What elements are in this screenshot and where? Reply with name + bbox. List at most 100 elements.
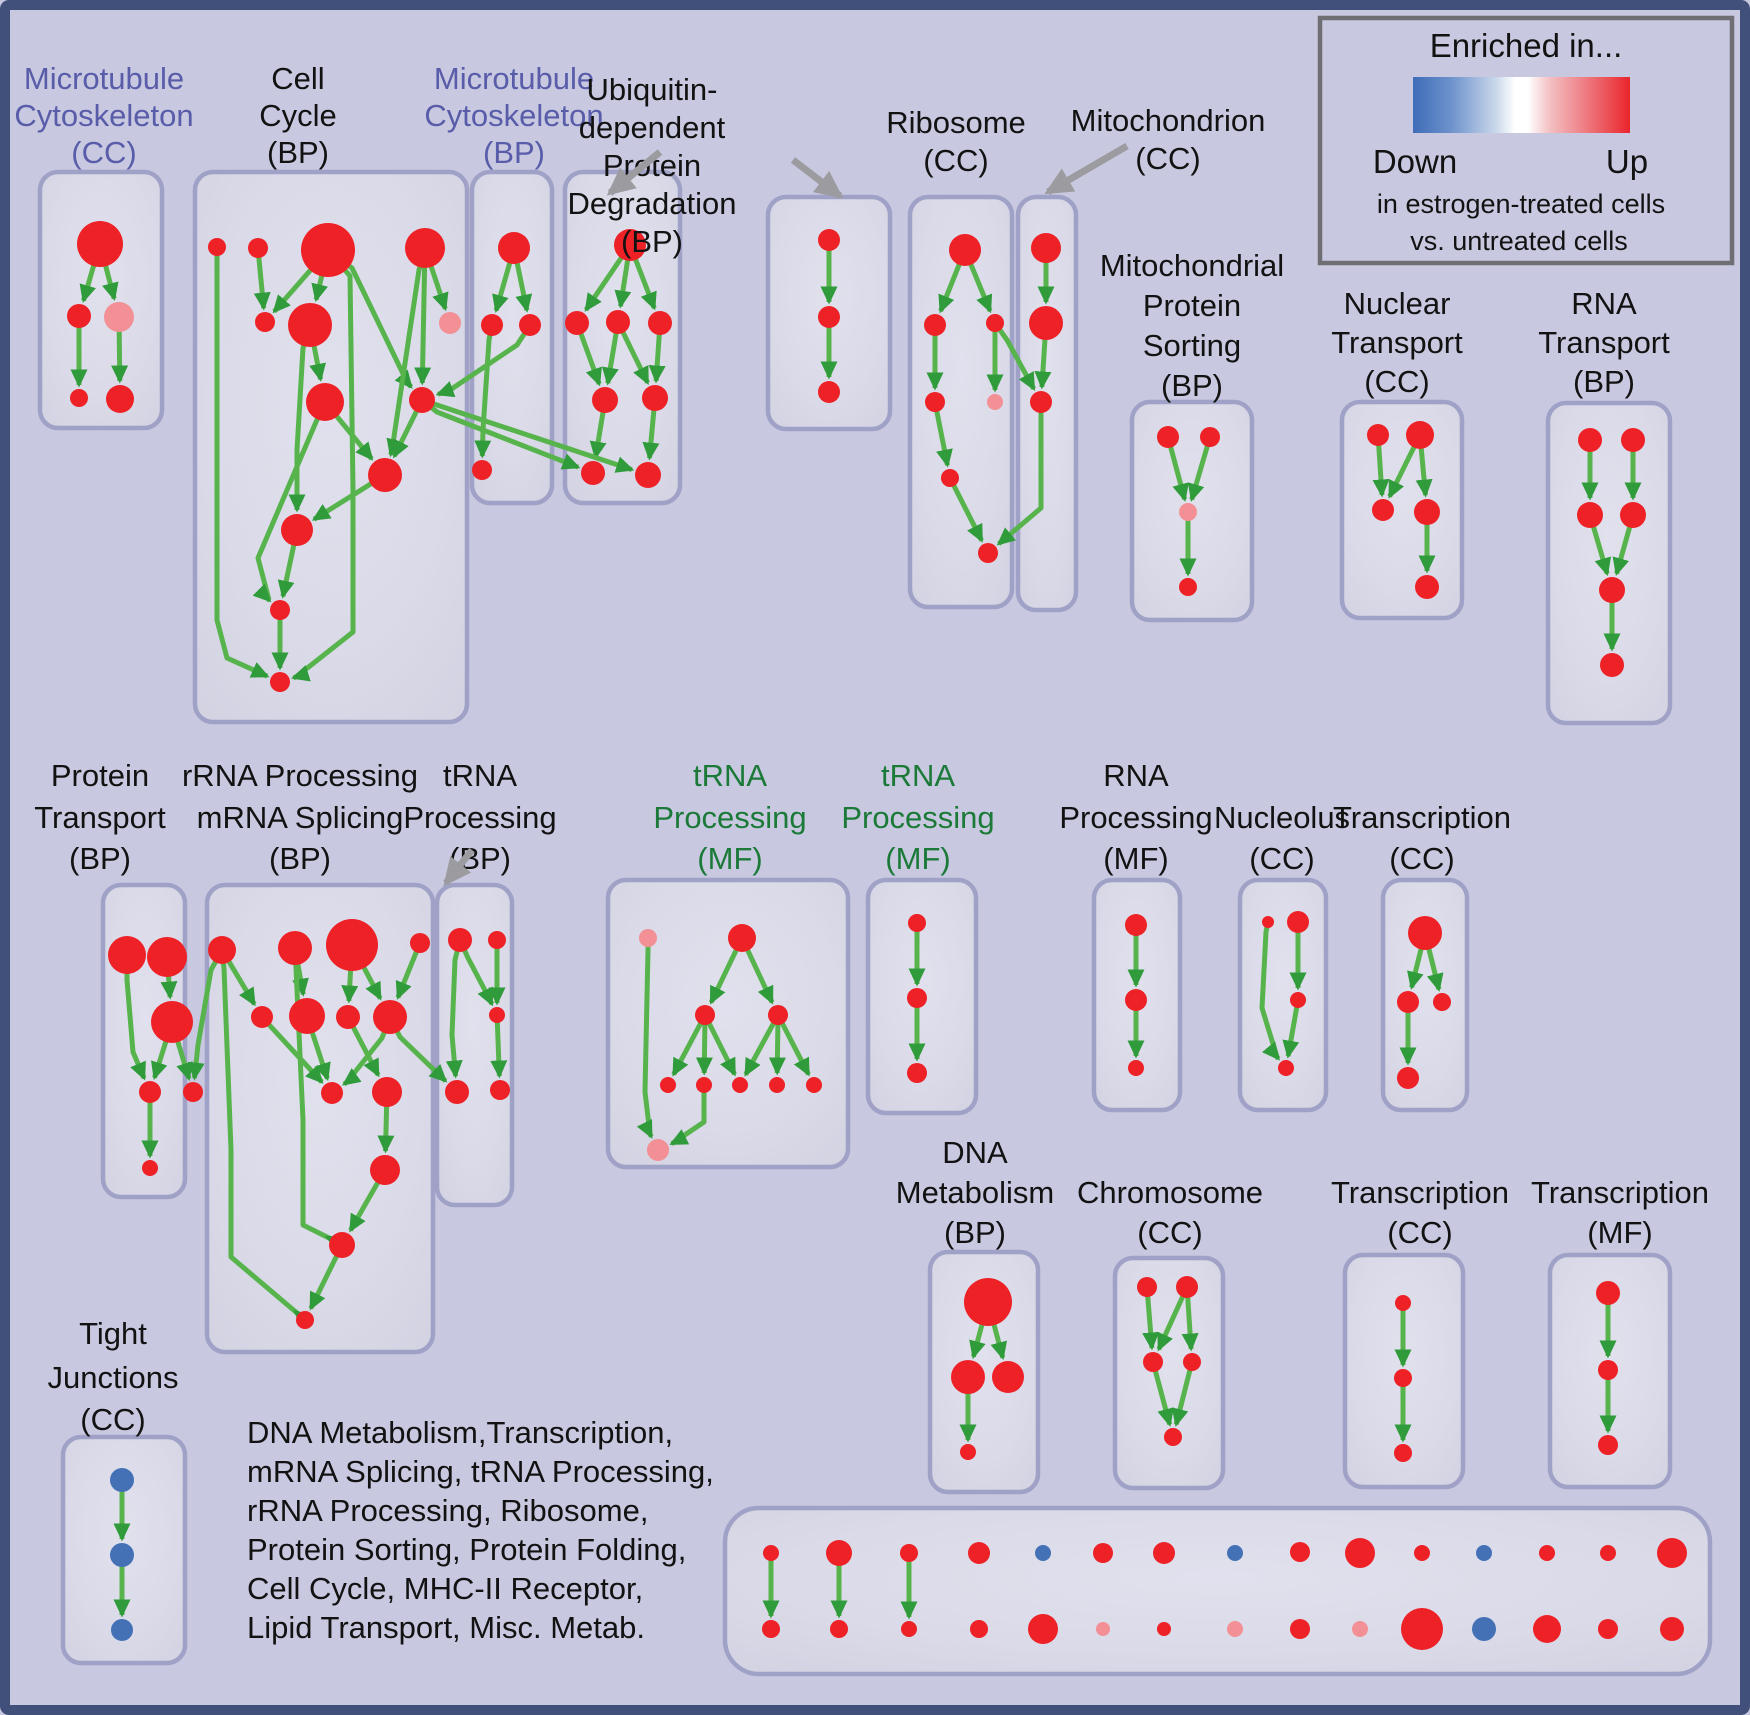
go-term-node: [1183, 1353, 1201, 1371]
cluster-label-tight-junctions-cc: (CC): [80, 1402, 145, 1437]
go-term-node: [964, 1278, 1012, 1326]
edge-arrow: [288, 344, 307, 513]
label-pointer-arrow: [790, 157, 844, 199]
go-term-node: [728, 924, 756, 952]
go-term-node: [270, 600, 290, 620]
go-term-node: [1179, 503, 1197, 521]
edge-arrow: [266, 1022, 324, 1084]
edge-arrow: [347, 263, 414, 389]
edge-arrow: [1168, 446, 1189, 502]
go-term-node: [1352, 1621, 1368, 1637]
go-term-node: [208, 238, 226, 256]
go-term-node: [648, 311, 672, 335]
edge-arrow: [671, 1021, 704, 1077]
cluster-box-chromosome-cc: [1112, 1255, 1226, 1491]
cluster-label-ribosome-cc: Ribosome: [886, 105, 1026, 140]
cluster-label-cell-cycle-bp: Cycle: [259, 98, 337, 133]
go-term-node: [1157, 426, 1179, 448]
edge-arrow: [1372, 444, 1390, 498]
edge-arrow: [386, 265, 423, 458]
go-term-node: [818, 381, 840, 403]
edge-arrow: [934, 410, 953, 468]
go-term-node: [1143, 1352, 1163, 1372]
go-term-node: [592, 387, 618, 413]
go-term-node: [1157, 1622, 1171, 1636]
go-term-node: [151, 1001, 193, 1043]
go-term-node: [1394, 1444, 1412, 1462]
note-line: mRNA Splicing, tRNA Processing,: [247, 1454, 714, 1489]
cluster-label-mitochondrial-protein-sorting-bp: Sorting: [1143, 328, 1241, 363]
edge-arrow: [395, 950, 419, 1000]
go-term-node: [67, 304, 91, 328]
cluster-label-nucleolus-cc: Nucleolus: [1214, 800, 1350, 835]
go-term-node: [289, 998, 325, 1034]
go-term-node: [301, 223, 355, 277]
edge-arrow: [1591, 525, 1612, 577]
edge-arrow: [669, 1092, 707, 1146]
edge-arrow: [341, 969, 359, 1004]
go-term-node: [949, 234, 981, 266]
cluster-label-ubiquitin-degradation-bp-1: Ubiquitin-: [587, 72, 718, 107]
edge-arrow: [968, 262, 993, 314]
go-term-node: [647, 1139, 669, 1161]
go-term-node: [70, 389, 88, 407]
label-pointer-arrow: [606, 149, 663, 196]
go-term-node: [1660, 1617, 1684, 1641]
legend: Enriched in... Down Up in estrogen-treat…: [1317, 15, 1735, 266]
edge-arrow: [779, 1021, 811, 1077]
legend-subtitle-1: in estrogen-treated cells: [1377, 189, 1665, 219]
go-term-node: [1262, 916, 1274, 928]
edge-arrow: [1034, 338, 1052, 390]
edge-arrow: [583, 255, 624, 312]
cluster-label-ubiquitin-degradation-bp-1: Protein: [603, 148, 701, 183]
go-term-node: [970, 1620, 988, 1638]
go-term-node: [732, 1077, 748, 1093]
go-term-node: [1415, 575, 1439, 599]
labels-layer: MicrotubuleCytoskeleton(CC)CellCycle(BP)…: [14, 61, 1709, 1437]
cluster-label-microtubule-cytoskeleton-cc: Microtubule: [24, 61, 184, 96]
go-term-node: [1596, 1281, 1620, 1305]
edge-arrow: [514, 262, 533, 313]
edge-arrow: [160, 975, 178, 1000]
go-term-node: [110, 1543, 134, 1567]
edge-arrow: [990, 1323, 1008, 1361]
cluster-label-transcription-cc-1: (CC): [1389, 841, 1454, 876]
go-term-node: [519, 314, 541, 336]
go-term-node: [606, 310, 630, 334]
edge-arrow: [648, 333, 666, 384]
cluster-label-ubiquitin-degradation-bp-1: Degradation: [568, 186, 737, 221]
edge-arrow: [1171, 1369, 1193, 1427]
go-term-node: [826, 1540, 852, 1566]
edge-arrow: [435, 332, 527, 398]
go-term-node: [1433, 993, 1451, 1011]
cluster-label-trna-processing-mf-1: Processing: [653, 800, 806, 835]
cluster-label-microtubule-cytoskeleton-cc: (CC): [71, 135, 136, 170]
edge-arrow: [311, 274, 328, 303]
go-term-node: [762, 1620, 780, 1638]
go-term-node: [978, 543, 998, 563]
go-term-node: [255, 312, 275, 332]
note-line: DNA Metabolism,Transcription,: [247, 1415, 673, 1450]
go-term-node: [104, 302, 134, 332]
go-term-node: [281, 514, 313, 546]
go-term-node: [1600, 653, 1624, 677]
cluster-label-tight-junctions-cc: Tight: [79, 1316, 147, 1351]
go-term-node: [1137, 1277, 1157, 1297]
go-term-node: [405, 228, 445, 268]
go-term-node: [439, 312, 461, 334]
edge-arrow: [1415, 447, 1433, 498]
edge-arrow: [151, 1040, 169, 1081]
go-term-node: [445, 1080, 469, 1104]
go-term-node: [1227, 1545, 1243, 1561]
go-term-node: [370, 1155, 400, 1185]
cluster-label-nuclear-transport-cc: (CC): [1364, 364, 1429, 399]
go-term-node: [278, 931, 312, 965]
edge-arrow: [951, 483, 984, 543]
go-term-node: [373, 1000, 407, 1034]
go-term-node: [321, 1082, 343, 1104]
cluster-box-nucleolus-cc: [1237, 877, 1329, 1113]
go-term-node: [1578, 428, 1602, 452]
go-term-node: [183, 1082, 203, 1102]
cluster-label-rna-processing-mf: RNA: [1103, 758, 1169, 793]
cluster-label-trna-processing-mf-1: tRNA: [693, 758, 767, 793]
